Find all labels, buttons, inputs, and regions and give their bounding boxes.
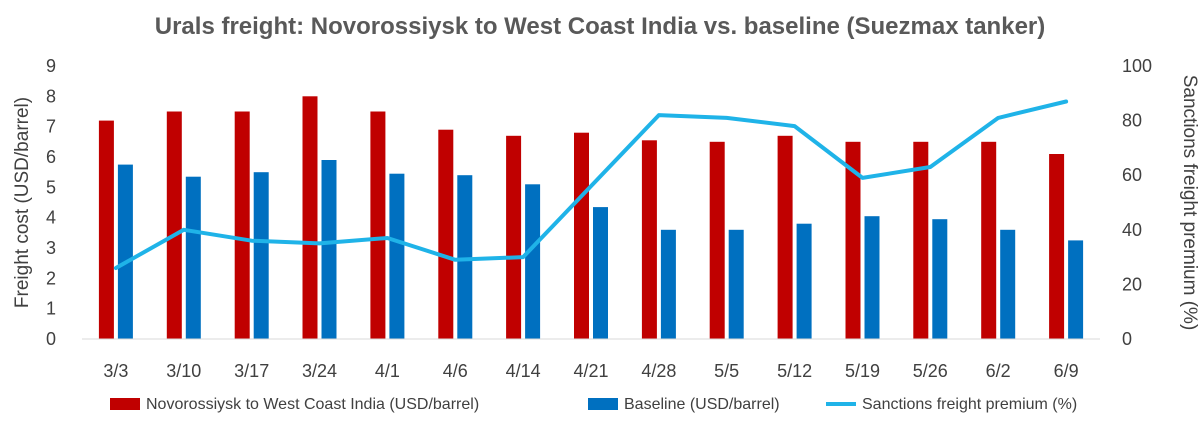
y-axis-title-right-text: Sanctions freight premium (%) [1179,75,1200,331]
left-tick-label: 0 [46,329,56,349]
x-tick-label: 4/6 [443,361,468,381]
bar-route [302,96,318,339]
left-axis-ticks: 0 1 2 3 4 5 6 7 8 9 [46,56,56,349]
line-point [115,267,117,269]
left-tick-label: 2 [46,268,56,288]
legend-label: Novorossiysk to West Coast India (USD/ba… [146,396,479,413]
x-tick-label: 4/21 [573,361,608,381]
bar-route [981,141,997,339]
legend-item-baseline: Baseline (USD/barrel) [588,396,780,413]
x-tick-label: 3/3 [103,361,128,381]
line-point [794,125,796,127]
bar-baseline [1000,229,1016,339]
bar-route [506,135,522,339]
bar-baseline [457,175,473,339]
bar-route [1049,154,1065,339]
legend-swatch [588,398,618,410]
bar-baseline [1068,240,1084,339]
right-tick-label: 40 [1122,220,1142,240]
left-tick-label: 1 [46,299,56,319]
left-tick-label: 7 [46,117,56,137]
chart-title: Urals freight: Novorossiysk to West Coas… [155,13,1046,40]
line-point [522,256,524,258]
right-tick-label: 0 [1122,329,1132,349]
x-tick-label: 3/10 [166,361,201,381]
left-tick-label: 5 [46,177,56,197]
x-tick-label: 4/14 [506,361,541,381]
bar-baseline [728,229,744,339]
x-tick-label: 5/19 [845,361,880,381]
bar-route [370,111,386,339]
line-point [997,117,999,119]
x-tick-label: 6/9 [1054,361,1079,381]
bar-baseline [525,184,541,339]
bar-route [166,111,182,339]
x-tick-label: 5/5 [714,361,739,381]
line-point [183,229,185,231]
bar-route [234,111,250,339]
bar-baseline [117,164,133,339]
bar-route [574,132,589,339]
bar-baseline [321,160,337,339]
line-point [386,237,388,239]
bar-baseline [253,172,269,339]
bar-baseline [593,207,608,339]
legend-swatch [110,398,140,410]
bar-baseline [796,223,812,339]
bar-route [845,141,861,339]
bar-baseline [389,173,405,339]
legend-item-premium: Sanctions freight premium (%) [826,396,1077,413]
bar-baseline [660,229,676,339]
right-tick-label: 100 [1122,56,1152,76]
bar-route [641,140,657,339]
x-tick-label: 4/28 [641,361,676,381]
bar-baseline [864,216,880,339]
bar-route [438,129,454,339]
bar-route [98,120,114,339]
legend-label: Sanctions freight premium (%) [862,396,1077,413]
bar-baseline [185,176,201,339]
right-axis-ticks: 0 20 40 60 80 100 [1122,56,1152,349]
y-axis-title-right: Sanctions freight premium (%) [1179,75,1200,331]
line-point [319,242,320,244]
bar-series-group [98,96,1084,339]
left-tick-label: 4 [46,208,56,228]
line-point [726,117,728,119]
line-point [862,177,863,179]
line-point [454,259,456,261]
left-tick-label: 9 [46,56,56,76]
right-tick-label: 20 [1122,274,1142,294]
legend-label: Baseline (USD/barrel) [624,396,780,413]
x-tick-label: 6/2 [986,361,1011,381]
legend-item-route: Novorossiysk to West Coast India (USD/ba… [110,396,479,413]
x-tick-label: 5/26 [913,361,948,381]
line-series-group [113,99,1069,270]
line-point [251,240,253,242]
x-axis-ticks: 3/3 3/10 3/17 3/24 4/1 4/6 4/14 4/21 4/28 5/5 5/12… [103,361,1078,381]
x-tick-label: 5/12 [777,361,812,381]
line-point [590,185,592,187]
x-tick-label: 3/24 [302,361,337,381]
line-point [929,166,931,168]
bar-baseline [932,219,948,339]
x-tick-label: 3/17 [234,361,269,381]
left-tick-label: 8 [46,86,56,106]
bar-route [913,141,929,339]
x-tick-label: 4/1 [375,361,400,381]
right-tick-label: 80 [1122,111,1142,131]
left-tick-label: 3 [46,238,56,258]
right-tick-label: 60 [1122,165,1142,185]
legend: Novorossiysk to West Coast India (USD/ba… [110,396,1077,413]
y-axis-title-left-text: Freight cost (USD/barrel) [12,97,33,308]
bar-route [777,135,793,339]
bar-route [709,141,725,339]
line-point [658,114,660,116]
line-point [1065,101,1067,102]
left-tick-label: 6 [46,147,56,167]
y-axis-title-left: Freight cost (USD/barrel) [12,97,33,308]
